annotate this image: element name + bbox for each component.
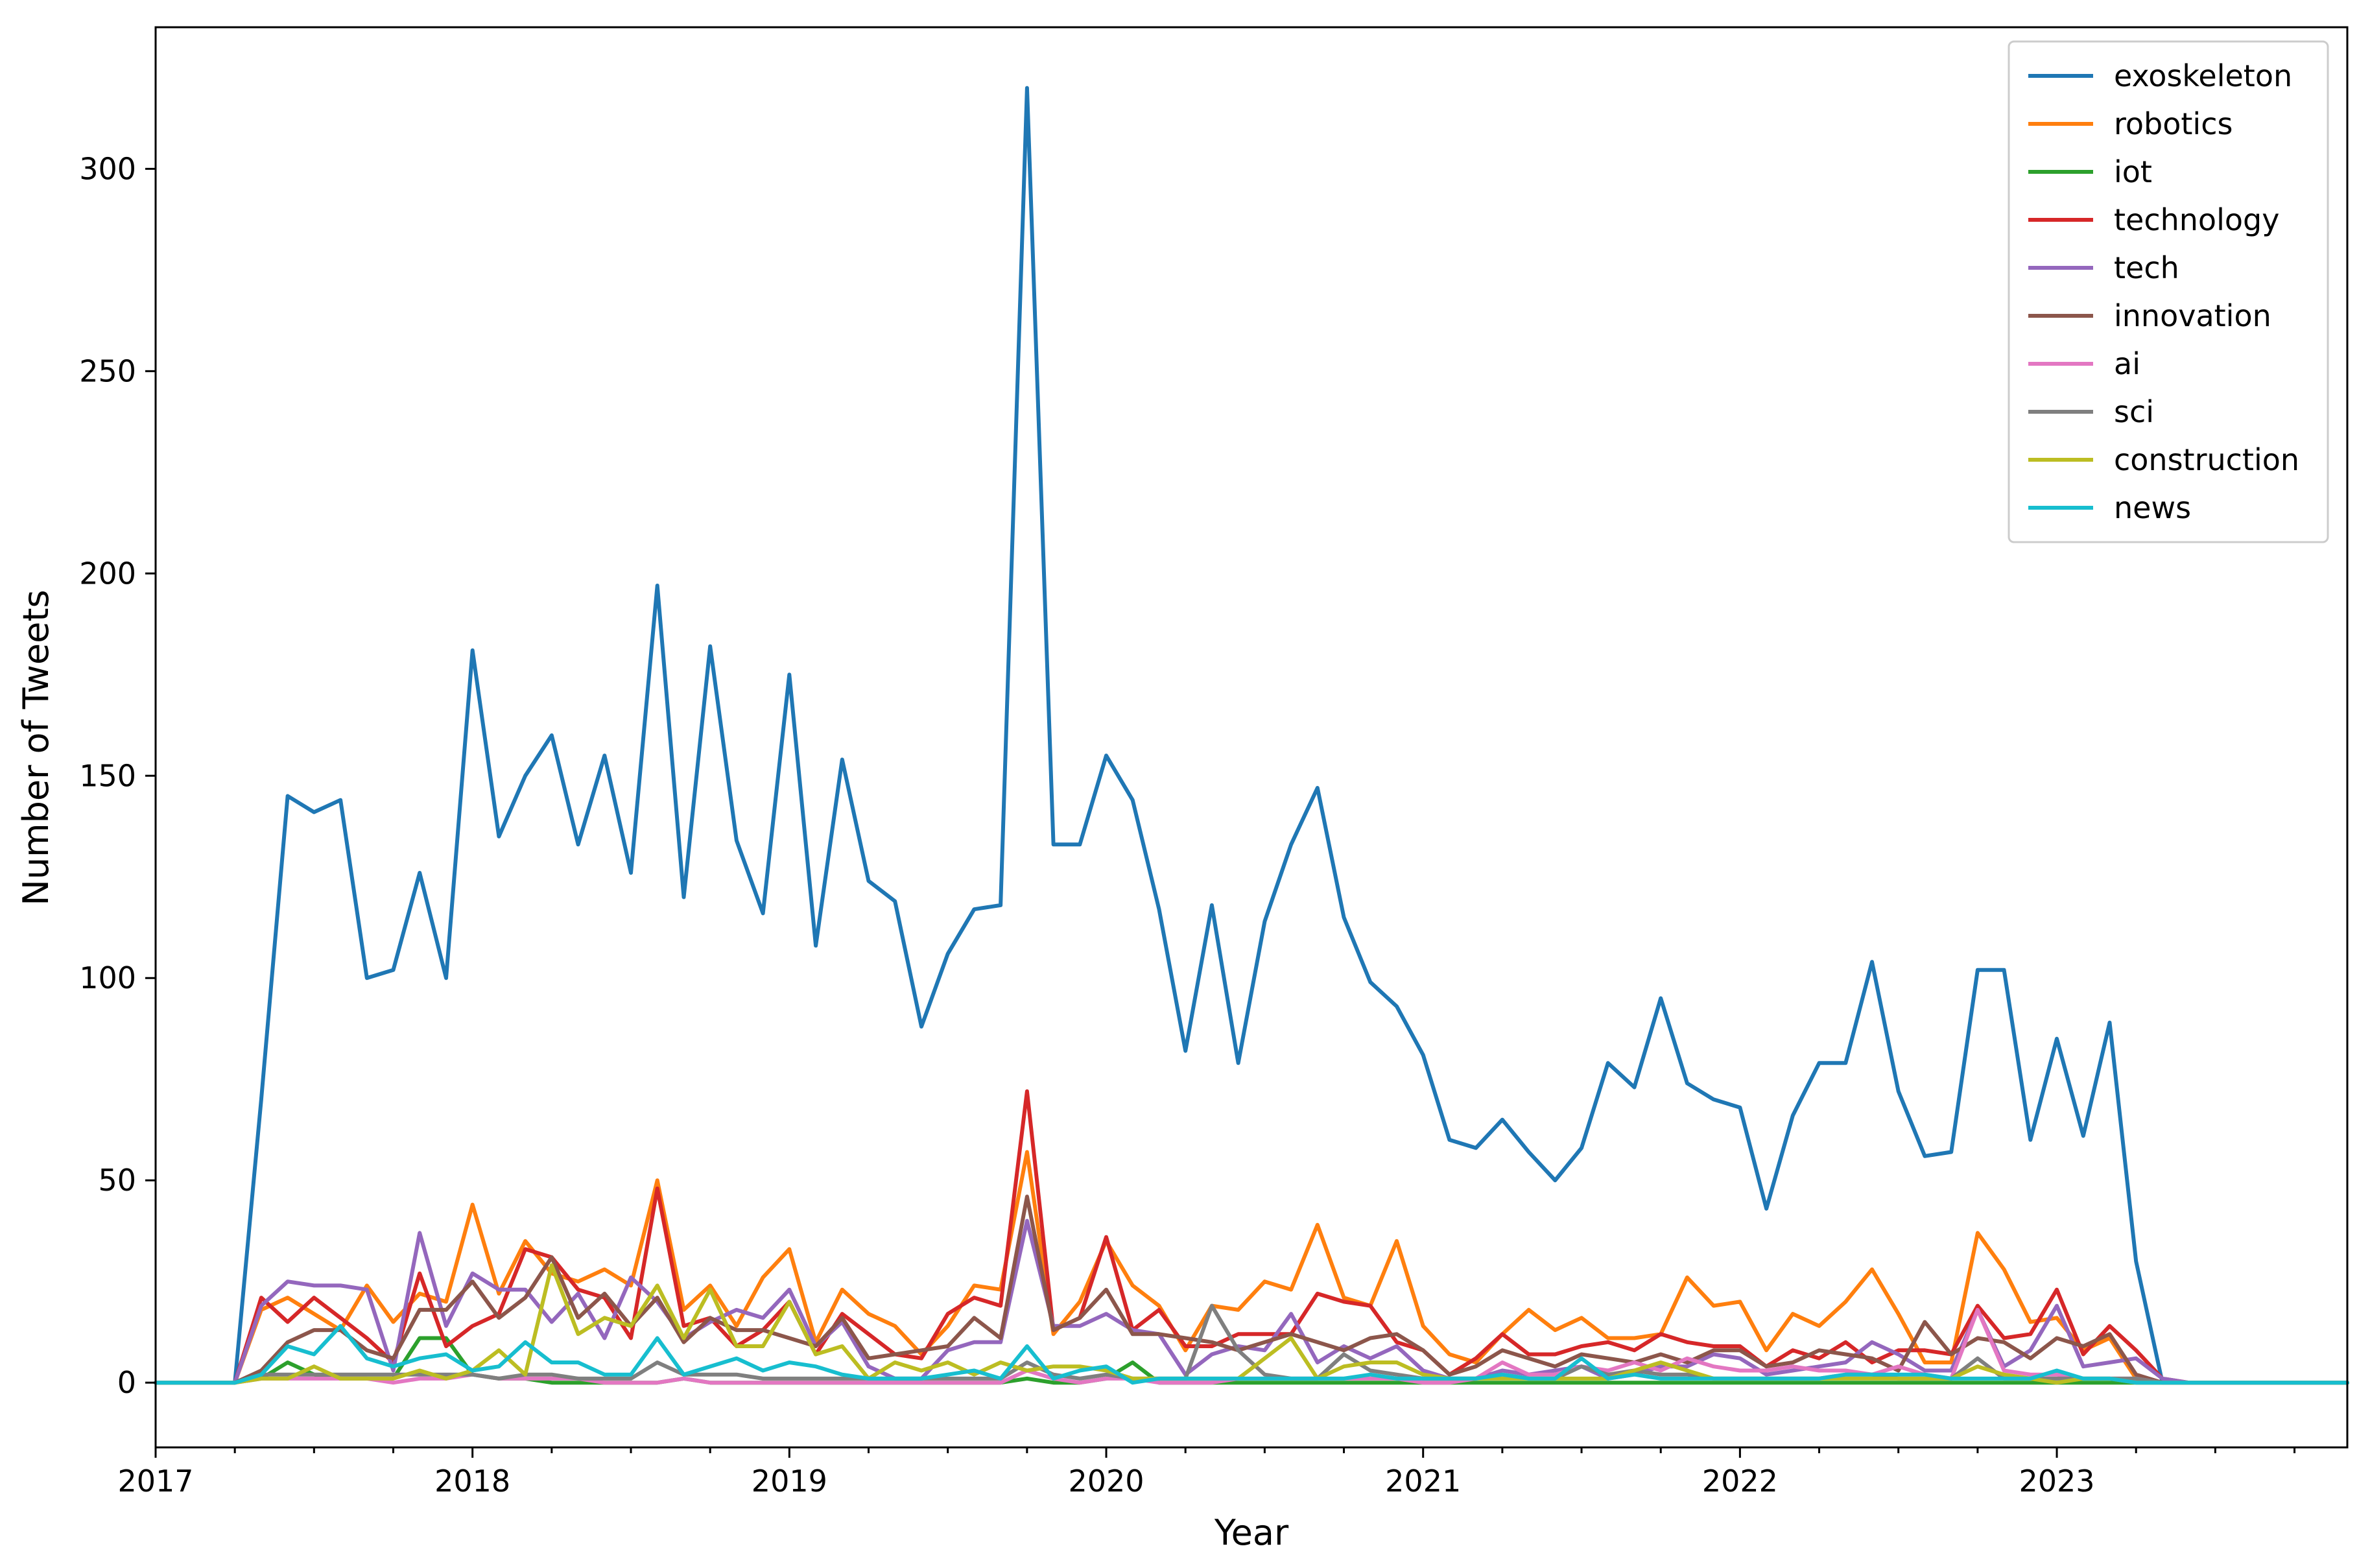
legend-entry-ai: ai [2028,346,2140,381]
y-tick-label: 150 [79,758,136,793]
x-tick-label: 2019 [752,1464,827,1499]
legend-label: tech [2114,250,2179,285]
legend-box [2008,40,2329,543]
plot-area [154,26,2349,1449]
legend-label: robotics [2114,106,2233,141]
legend-label: sci [2114,394,2154,429]
legend-label: news [2114,490,2191,525]
y-axis: 0 50 100 150 200 250 300 [79,151,156,1400]
y-tick-label: 100 [79,960,136,995]
legend-entry-iot: iot [2028,154,2152,189]
series-line-robotics [154,1150,2349,1385]
legend-entry-tech: tech [2028,250,2179,285]
legend-label: construction [2114,442,2299,477]
y-tick-label: 50 [98,1163,136,1198]
x-tick-label: 2017 [117,1464,193,1499]
x-tick-label: 2018 [434,1464,510,1499]
x-axis: 2017 2018 2019 2020 2021 2022 2023 [117,1447,2296,1499]
y-tick-label: 0 [117,1365,136,1400]
series-line-news [154,1324,2349,1385]
series-line-construction [154,1263,2349,1385]
legend-entry-construction: construction [2028,442,2299,477]
legend-label: iot [2114,154,2152,189]
x-tick-label: 2020 [1068,1464,1144,1499]
y-tick-label: 200 [79,556,136,591]
legend: exoskeleton robotics iot technology tech inno… [2008,40,2329,543]
y-axis-title: Number of Tweets [16,589,56,905]
x-tick-label: 2022 [1702,1464,1778,1499]
x-tick-label: 2021 [1385,1464,1461,1499]
series-line-innovation [154,1194,2349,1385]
series-line-technology [154,1089,2349,1385]
legend-entry-sci: sci [2028,394,2154,429]
plot-frame [154,26,2349,1449]
legend-entry-news: news [2028,490,2191,525]
x-tick-label: 2023 [2019,1464,2095,1499]
series-line-sci [154,1303,2349,1385]
legend-label: ai [2114,346,2140,381]
legend-label: exoskeleton [2114,58,2292,93]
legend-label: technology [2114,202,2279,237]
legend-entry-innovation: innovation [2028,298,2271,333]
y-tick-label: 300 [79,151,136,186]
legend-entry-exoskeleton: exoskeleton [2028,58,2292,93]
x-axis-title: Year [1214,1512,1289,1553]
series-line-exoskeleton [154,86,2349,1385]
legend-entry-technology: technology [2028,202,2279,237]
legend-label: innovation [2114,298,2271,333]
legend-entry-robotics: robotics [2028,106,2233,141]
y-tick-label: 250 [79,353,136,388]
